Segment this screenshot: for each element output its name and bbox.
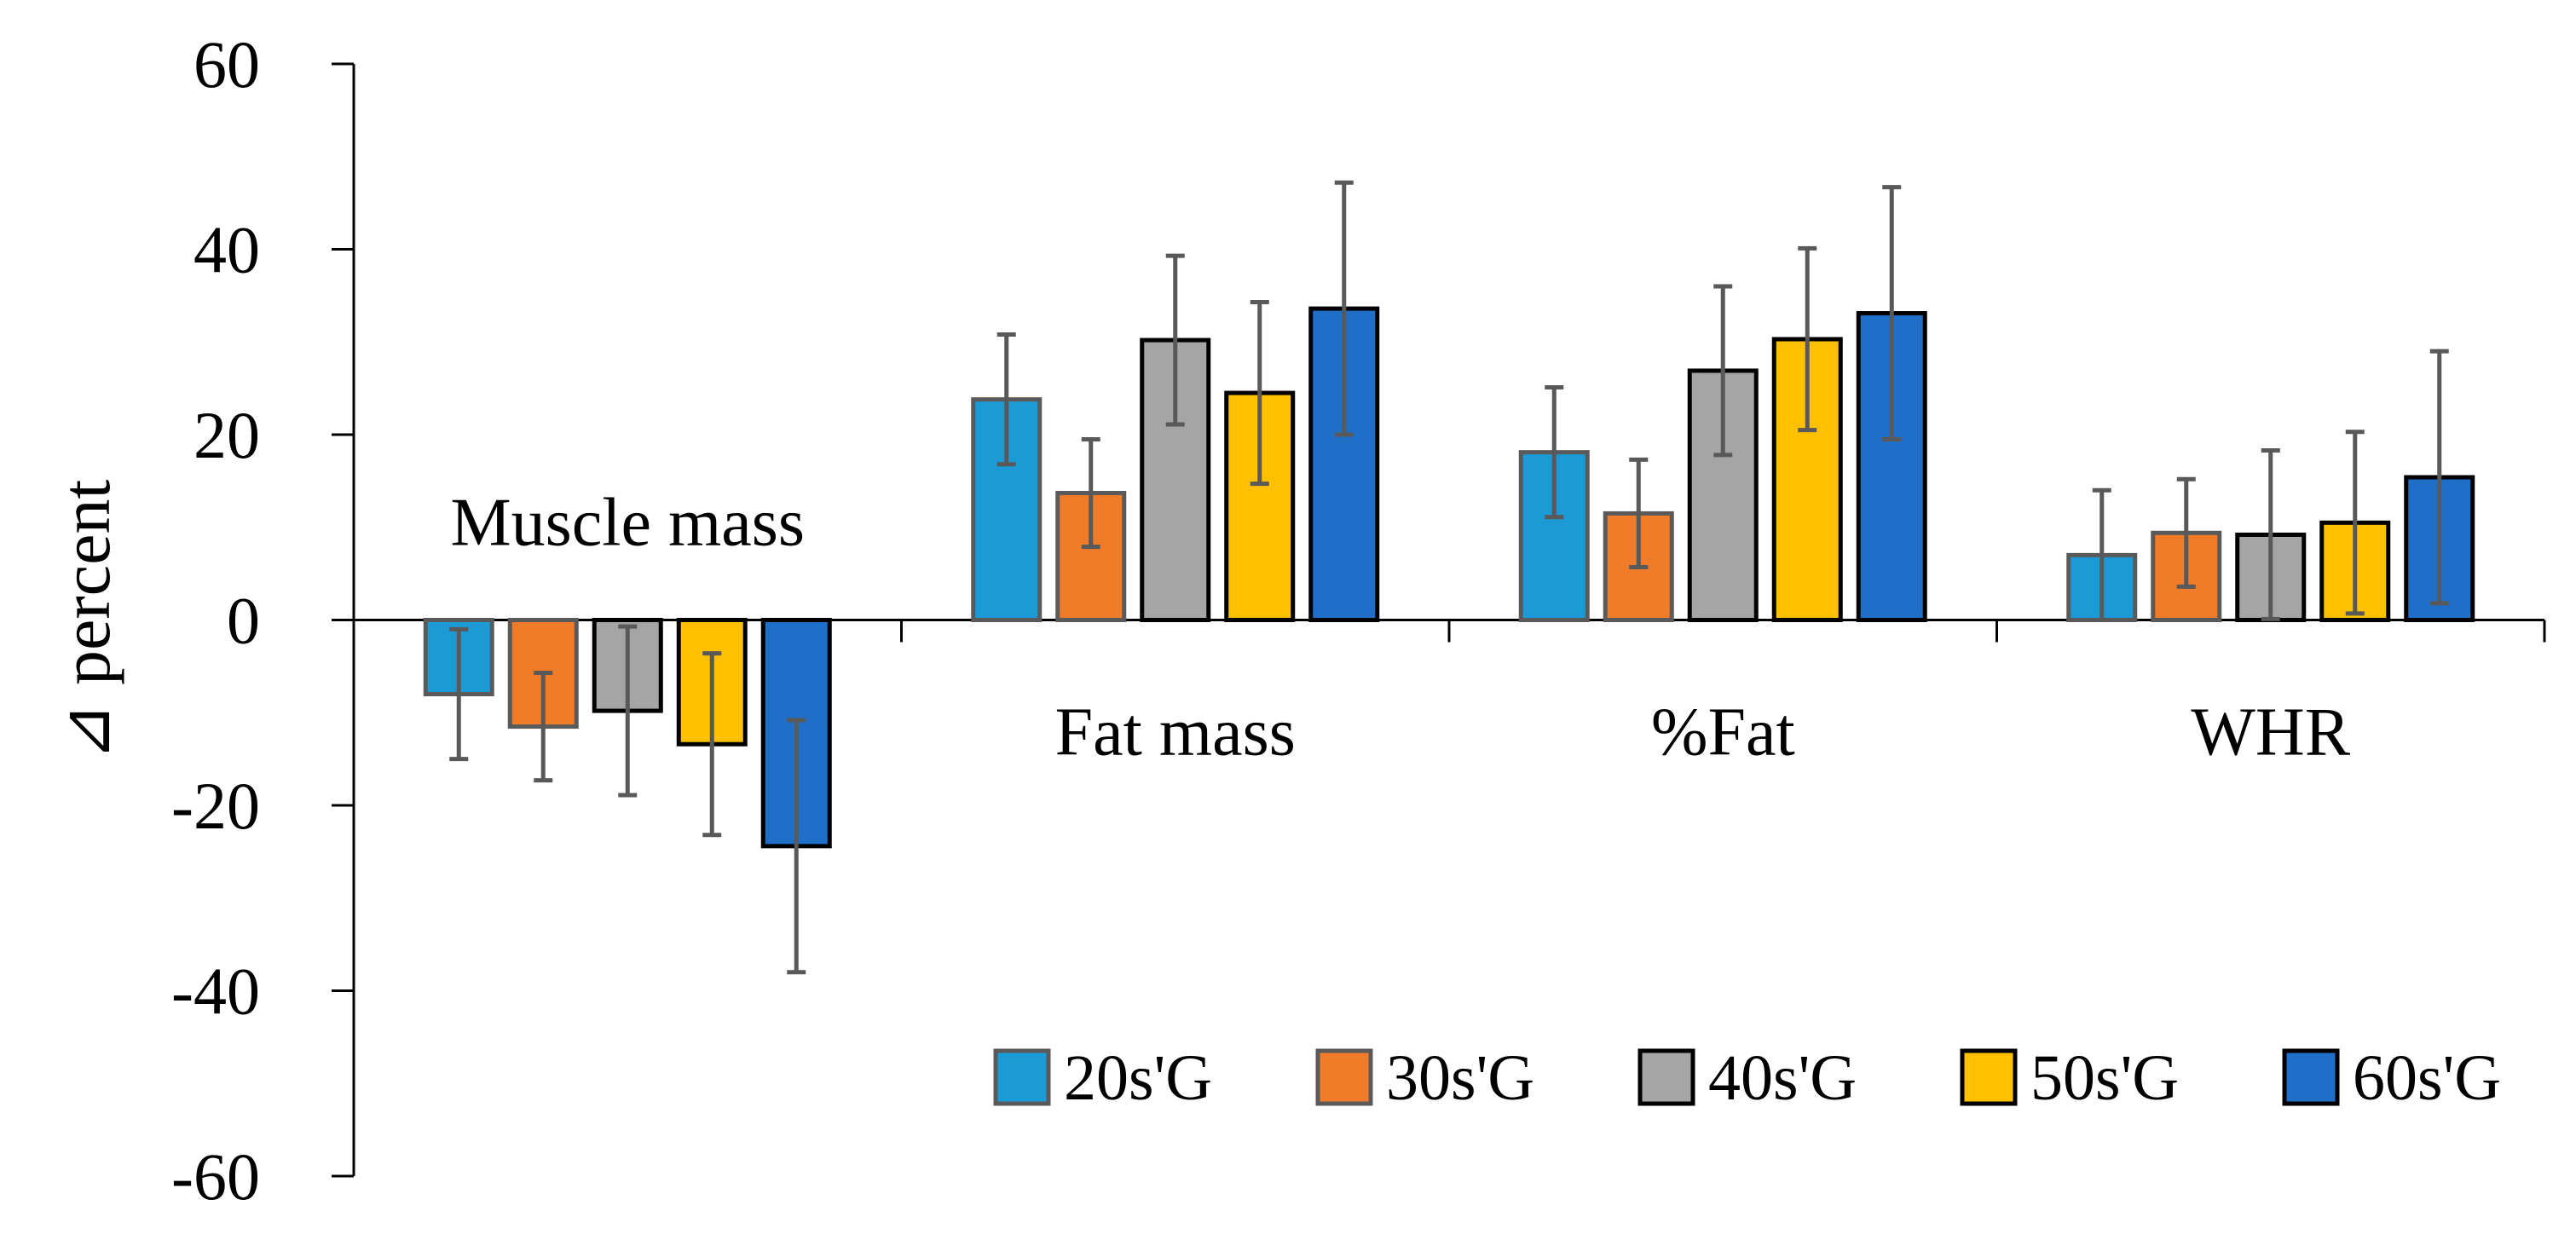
- y-tick-label: -40: [171, 955, 260, 1029]
- legend-swatch: [993, 1048, 1051, 1106]
- legend-label: 60s'G: [2353, 1042, 2501, 1114]
- legend: 20s'G 30s'G 40s'G 50s'G 60s'G: [993, 1042, 2501, 1114]
- legend-swatch: [1315, 1048, 1373, 1106]
- legend-label: 30s'G: [1386, 1042, 1534, 1114]
- category-label: %Fat: [1651, 695, 1795, 770]
- legend-swatch: [1637, 1048, 1695, 1106]
- category-label: Fat mass: [1055, 695, 1296, 770]
- legend-label: 20s'G: [1064, 1042, 1212, 1114]
- category-label: WHR: [2191, 695, 2350, 770]
- legend-swatch: [2282, 1048, 2340, 1106]
- y-tick-label: 20: [193, 398, 260, 472]
- y-tick-label: 40: [193, 213, 260, 287]
- y-tick-label: -60: [171, 1139, 260, 1214]
- y-tick-label: 60: [193, 27, 260, 101]
- legend-label: 40s'G: [1708, 1042, 1857, 1114]
- y-axis-title: ⊿ percent: [47, 480, 124, 762]
- legend-swatch: [1960, 1048, 2018, 1106]
- y-tick-label: 0: [227, 584, 260, 658]
- bars: [423, 306, 2475, 849]
- error-bars: [449, 180, 2449, 975]
- category-label: Muscle mass: [450, 486, 805, 561]
- category-labels: Muscle mass Fat mass %Fat WHR: [450, 486, 2350, 770]
- axes: -60 -40 -20 0 20 40 60: [171, 27, 2546, 1214]
- legend-label: 50s'G: [2030, 1042, 2179, 1114]
- y-tick-label: -20: [171, 769, 260, 843]
